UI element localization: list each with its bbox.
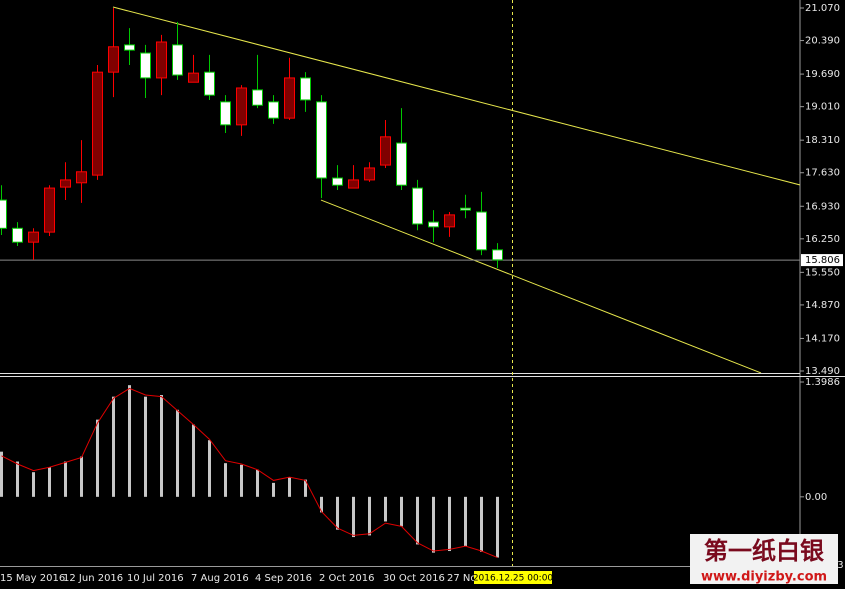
y-tick-label: 21.070 [805,3,840,14]
histogram-bar [240,464,243,497]
histogram-bar [352,496,355,538]
x-tick-label: 7 Aug 2016 [191,573,249,584]
histogram-bar [192,424,195,497]
candle-body [316,101,327,179]
histogram-bar [112,396,115,497]
candle-body [188,72,199,83]
candle-body [12,227,23,243]
x-tick-label: 4 Sep 2016 [255,573,312,584]
y-tick-label: 1.3986 [805,377,840,388]
histogram-bar [0,451,3,497]
candle-body [220,101,231,126]
y-tick-label: 19.690 [805,69,840,80]
x-tick-label: 30 Oct 2016 [383,573,445,584]
candle-body [252,89,263,106]
candle-body [396,142,407,186]
y-tick-label: 14.870 [805,300,840,311]
candle-body [428,221,439,228]
histogram-bar [64,461,67,497]
y-tick-label: 18.310 [805,135,840,146]
histogram-bar [272,482,275,497]
y-tick-label: 19.010 [805,102,840,113]
histogram-bar [304,479,307,497]
histogram-bar [400,496,403,527]
current-price-label: 15.806 [805,255,840,266]
y-tick-label: 13.490 [805,366,840,377]
histogram-bar [80,456,83,497]
plot-area: 21.070 20.390 19.690 19.010 18.310 17.630 16.9… [0,3,844,584]
histogram-bar [464,496,467,547]
histogram-bar [96,419,99,497]
candle-body [460,207,471,211]
x-tick-label: 10 Jul 2016 [127,573,184,584]
histogram-bar [496,496,499,558]
histogram-bar [384,496,387,522]
y-tick-label: 0.00 [805,492,827,503]
candle-body [300,77,311,101]
candle-body [364,167,375,181]
candle-body [92,71,103,176]
candle-body [140,52,151,79]
histogram-bar [224,463,227,497]
current-price-box [801,254,843,267]
histogram-bar [144,396,147,497]
y-tick-label: 16.930 [805,201,840,212]
y-tick-label: 20.390 [805,36,840,47]
candle-body [332,177,343,186]
histogram-bar [416,496,419,545]
trendline [320,199,762,373]
x-tick-label: 15 May 2016 [0,573,65,584]
histogram-bar [160,395,163,497]
candle-body [76,171,87,184]
trendline [112,6,800,186]
histogram-bar [432,496,435,553]
histogram-bar [16,461,19,497]
watermark-box [690,534,838,584]
histogram-bar [368,496,371,536]
histogram-bar [32,472,35,497]
candle-body [236,87,247,126]
x-tick-label: 12 Jun 2016 [63,573,123,584]
candle-body [204,71,215,96]
histogram-bar [336,496,339,530]
candle-body [108,46,119,73]
histogram-bar [480,496,483,552]
candle-body [380,136,391,166]
candle-body [444,214,455,228]
histogram-bar [176,409,179,497]
candle-body [268,101,279,119]
histogram-bar [288,477,291,497]
watermark: 第一纸白银 www.diyizby.com [690,534,838,585]
x-tick-label: 2 Oct 2016 [319,573,374,584]
candle-body [284,77,295,119]
candle-body [60,179,71,188]
candle-body [172,44,183,76]
watermark-url: www.diyizby.com [701,570,827,585]
histogram-bar [208,440,211,497]
watermark-title: 第一纸白银 [704,537,825,565]
y-tick-label: 17.630 [805,168,840,179]
y-tick-label: 14.170 [805,333,840,344]
candle-body [492,249,503,261]
crosshair-label: 2016.12.25 00:00 [473,574,554,584]
candle-body [156,41,167,79]
candle-body [44,187,55,233]
trendlines [112,6,800,373]
histogram-bar [320,496,323,513]
candle-body [412,187,423,225]
histogram-bar [128,385,131,497]
candle-body [28,231,39,243]
candle-body [0,199,7,229]
candle-body [124,44,135,51]
candle-body [348,179,359,189]
histogram-bar [448,496,451,552]
histogram-bar [48,467,51,497]
crosshair-label-box [474,571,552,584]
signal-line [1,387,498,559]
histogram-bar [256,469,259,497]
candle-body [476,211,487,251]
y-tick-label: 16.250 [805,234,840,245]
y-tick-label: 15.550 [805,267,840,278]
